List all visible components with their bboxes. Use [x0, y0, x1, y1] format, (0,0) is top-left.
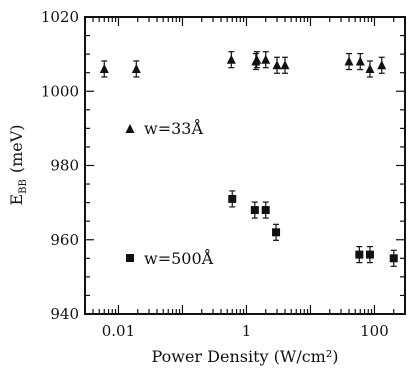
data-point-w33-triangle	[344, 56, 354, 66]
data-point-w500-square	[261, 206, 270, 215]
y-tick-label: 940	[50, 305, 79, 323]
data-point-w500-square	[365, 250, 374, 259]
data-point-w500-square	[228, 194, 237, 203]
data-point-w500-square	[355, 250, 364, 259]
data-point-w500-square	[272, 228, 281, 237]
x-tick-label: 1	[242, 322, 252, 340]
data-point-w33-triangle	[226, 54, 236, 64]
data-point-w33-triangle	[365, 63, 375, 73]
y-tick-label: 1000	[41, 82, 79, 100]
y-tick-label: 980	[50, 157, 79, 175]
legend-marker-square	[126, 254, 134, 262]
data-point-w33-triangle	[280, 60, 290, 70]
data-point-w33-triangle	[131, 63, 141, 73]
y-axis-title-unit: (meV)	[7, 124, 26, 173]
data-point-w500-square	[250, 206, 259, 215]
y-axis-title-symbol: E	[7, 194, 26, 206]
legend-marker-triangle	[125, 124, 135, 133]
x-tick-label: 100	[360, 322, 389, 340]
legend-label-w33: w=33Å	[144, 118, 203, 138]
data-point-w33-triangle	[377, 60, 387, 70]
data-point-w33-triangle	[252, 54, 262, 64]
data-point-w500-square	[389, 254, 398, 263]
y-tick-label: 960	[50, 231, 79, 249]
legend: w=33Å w=500Å	[125, 118, 214, 268]
plot-frame	[84, 16, 406, 315]
data-point-w33-triangle	[355, 56, 365, 66]
data-points	[99, 51, 398, 267]
y-axis-title: EBB (meV)	[7, 124, 29, 205]
x-axis-title: Power Density (W/cm²)	[152, 347, 339, 366]
tick-labels: 0.01 1 100 940 960 980 1000 1020	[41, 8, 389, 340]
data-point-w33-triangle	[261, 54, 271, 64]
y-axis-title-subscript: BB	[18, 179, 29, 194]
data-point-w33-triangle	[272, 60, 282, 70]
x-tick-label: 0.01	[102, 322, 135, 340]
y-tick-label: 1020	[41, 8, 79, 26]
data-point-w33-triangle	[99, 63, 109, 73]
axis-ticks	[84, 16, 406, 315]
legend-label-w500: w=500Å	[144, 248, 214, 268]
